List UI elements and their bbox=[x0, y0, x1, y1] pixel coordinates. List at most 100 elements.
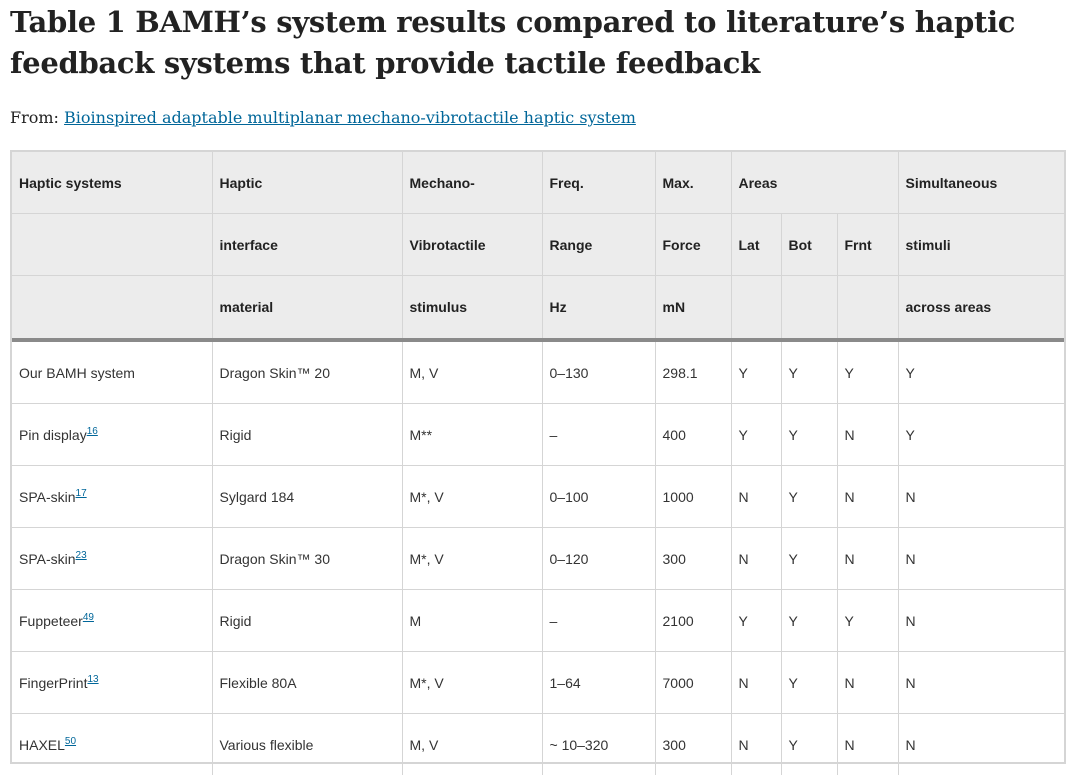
material-cell: Various flexible bbox=[212, 714, 402, 775]
header-cell bbox=[837, 276, 898, 341]
system-name-cell: SPA-skin17 bbox=[12, 466, 212, 528]
freq-range-cell: 0–120 bbox=[542, 528, 655, 590]
system-name: Our BAMH system bbox=[19, 365, 135, 381]
freq-range-cell: 1–64 bbox=[542, 652, 655, 714]
header-cell: interface bbox=[212, 214, 402, 276]
simultaneous-cell: Y bbox=[898, 404, 1064, 466]
area-lat-cell: N bbox=[731, 528, 781, 590]
reference-link[interactable]: 16 bbox=[87, 426, 98, 437]
stimulus-cell: M*, V bbox=[402, 528, 542, 590]
area-frnt-cell: Y bbox=[837, 340, 898, 404]
header-row: Haptic systems Haptic Mechano- Freq. Max… bbox=[12, 152, 1064, 214]
table-title: Table 1 BAMH’s system results compared t… bbox=[10, 2, 1070, 84]
area-bot-cell: Y bbox=[781, 528, 837, 590]
max-force-cell: 2100 bbox=[655, 590, 731, 652]
reference-superscript: 49 bbox=[83, 612, 94, 623]
area-lat-cell: N bbox=[731, 714, 781, 775]
area-lat-cell: Y bbox=[731, 404, 781, 466]
reference-link[interactable]: 49 bbox=[83, 612, 94, 623]
stimulus-cell: M, V bbox=[402, 340, 542, 404]
area-frnt-cell: N bbox=[837, 466, 898, 528]
header-cell: Simultaneous bbox=[898, 152, 1064, 214]
area-lat-cell: Y bbox=[731, 590, 781, 652]
table-row: FingerPrint13 Flexible 80A M*, V 1–64 70… bbox=[12, 652, 1064, 714]
system-name-cell: SPA-skin23 bbox=[12, 528, 212, 590]
header-cell: stimulus bbox=[402, 276, 542, 341]
source-prefix: From: bbox=[10, 108, 64, 127]
system-name: HAXEL bbox=[19, 737, 65, 753]
header-cell: material bbox=[212, 276, 402, 341]
stimulus-cell: M*, V bbox=[402, 466, 542, 528]
header-cell: mN bbox=[655, 276, 731, 341]
area-bot-cell: Y bbox=[781, 714, 837, 775]
reference-link[interactable]: 13 bbox=[87, 674, 98, 685]
header-cell: Vibrotactile bbox=[402, 214, 542, 276]
max-force-cell: 298.1 bbox=[655, 340, 731, 404]
system-name: SPA-skin bbox=[19, 551, 76, 567]
area-frnt-cell: Y bbox=[837, 590, 898, 652]
reference-superscript: 23 bbox=[76, 550, 87, 561]
header-cell: across areas bbox=[898, 276, 1064, 341]
stimulus-cell: M bbox=[402, 590, 542, 652]
header-cell bbox=[12, 214, 212, 276]
max-force-cell: 7000 bbox=[655, 652, 731, 714]
system-name-cell: HAXEL50 bbox=[12, 714, 212, 775]
freq-range-cell: – bbox=[542, 590, 655, 652]
simultaneous-cell: N bbox=[898, 714, 1064, 775]
area-lat-cell: N bbox=[731, 466, 781, 528]
table-row: Fuppeteer49 Rigid M – 2100 Y Y Y N bbox=[12, 590, 1064, 652]
header-cell: Force bbox=[655, 214, 731, 276]
header-row: material stimulus Hz mN across areas bbox=[12, 276, 1064, 341]
header-cell: Range bbox=[542, 214, 655, 276]
source-article-link[interactable]: Bioinspired adaptable multiplanar mechan… bbox=[64, 108, 636, 127]
table-header: Haptic systems Haptic Mechano- Freq. Max… bbox=[12, 152, 1064, 340]
area-lat-cell: Y bbox=[731, 340, 781, 404]
table-row: HAXEL50 Various flexible M, V ~ 10–320 3… bbox=[12, 714, 1064, 775]
stimulus-cell: M*, V bbox=[402, 652, 542, 714]
simultaneous-cell: N bbox=[898, 590, 1064, 652]
simultaneous-cell: N bbox=[898, 652, 1064, 714]
system-name-cell: Pin display16 bbox=[12, 404, 212, 466]
header-cell: Frnt bbox=[837, 214, 898, 276]
freq-range-cell: ~ 10–320 bbox=[542, 714, 655, 775]
system-name: SPA-skin bbox=[19, 489, 76, 505]
header-cell: stimuli bbox=[898, 214, 1064, 276]
system-name-cell: Our BAMH system bbox=[12, 340, 212, 404]
freq-range-cell: 0–100 bbox=[542, 466, 655, 528]
reference-link[interactable]: 17 bbox=[76, 488, 87, 499]
table-container: Haptic systems Haptic Mechano- Freq. Max… bbox=[10, 150, 1066, 764]
header-cell: Lat bbox=[731, 214, 781, 276]
area-frnt-cell: N bbox=[837, 714, 898, 775]
reference-superscript: 13 bbox=[87, 674, 98, 685]
system-name-cell: Fuppeteer49 bbox=[12, 590, 212, 652]
max-force-cell: 400 bbox=[655, 404, 731, 466]
area-bot-cell: Y bbox=[781, 340, 837, 404]
system-name-cell: FingerPrint13 bbox=[12, 652, 212, 714]
reference-link[interactable]: 50 bbox=[65, 736, 76, 747]
reference-link[interactable]: 23 bbox=[76, 550, 87, 561]
freq-range-cell: – bbox=[542, 404, 655, 466]
material-cell: Dragon Skin™ 20 bbox=[212, 340, 402, 404]
area-bot-cell: Y bbox=[781, 404, 837, 466]
simultaneous-cell: N bbox=[898, 466, 1064, 528]
area-frnt-cell: N bbox=[837, 652, 898, 714]
table-body: Our BAMH system Dragon Skin™ 20 M, V 0–1… bbox=[12, 340, 1064, 775]
system-name: Fuppeteer bbox=[19, 613, 83, 629]
stimulus-cell: M** bbox=[402, 404, 542, 466]
table-row: Pin display16 Rigid M** – 400 Y Y N Y bbox=[12, 404, 1064, 466]
area-frnt-cell: N bbox=[837, 528, 898, 590]
header-row: interface Vibrotactile Range Force Lat B… bbox=[12, 214, 1064, 276]
header-cell: Bot bbox=[781, 214, 837, 276]
max-force-cell: 300 bbox=[655, 528, 731, 590]
area-bot-cell: Y bbox=[781, 466, 837, 528]
system-name: Pin display bbox=[19, 427, 87, 443]
material-cell: Rigid bbox=[212, 590, 402, 652]
stimulus-cell: M, V bbox=[402, 714, 542, 775]
max-force-cell: 1000 bbox=[655, 466, 731, 528]
header-cell: Haptic bbox=[212, 152, 402, 214]
header-cell-areas: Areas bbox=[731, 152, 898, 214]
header-cell bbox=[12, 276, 212, 341]
max-force-cell: 300 bbox=[655, 714, 731, 775]
simultaneous-cell: N bbox=[898, 528, 1064, 590]
